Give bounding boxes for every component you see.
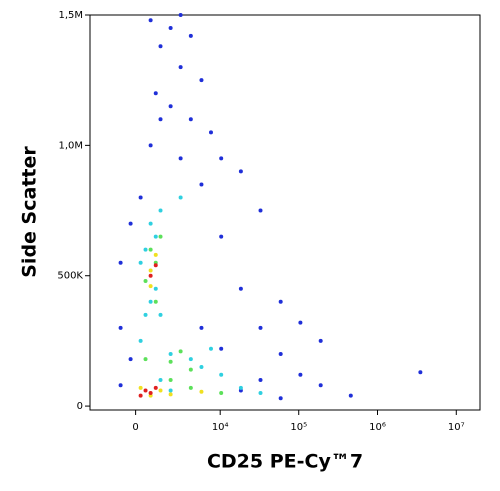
y-tick-label: 500K [57,271,83,282]
event-dot [219,346,224,351]
event-dot [238,385,243,390]
event-dot [143,247,148,252]
event-dot [258,378,263,383]
event-dot [118,325,123,330]
event-dot [153,286,158,291]
event-dot [143,312,148,317]
event-dot [178,349,183,354]
event-dot [153,91,158,96]
event-dot [208,130,213,135]
event-dot [219,156,224,161]
event-dot [168,378,173,383]
x-tick-label: 10⁶ [369,422,386,433]
event-dot [128,357,133,362]
event-dot [348,393,353,398]
event-dot [158,312,163,317]
event-dot [148,143,153,148]
event-dot [258,391,263,396]
event-dot [199,389,204,394]
event-dot [258,325,263,330]
event-dot [148,299,153,304]
event-dot [138,385,143,390]
event-dot [153,385,158,390]
event-dot [168,104,173,109]
event-dot [278,396,283,401]
event-dot [128,221,133,226]
event-dot [278,351,283,356]
event-dot [168,388,173,393]
event-dot [298,372,303,377]
event-dot [168,351,173,356]
event-dot [148,273,153,278]
event-dot [318,383,323,388]
event-dot [178,13,183,17]
x-tick-label: 0 [132,422,138,433]
event-dot [158,378,163,383]
y-tick-label: 1,0M [58,140,83,151]
event-dot [258,208,263,213]
event-dot [158,117,163,122]
x-tick-label: 10⁴ [212,422,229,433]
event-dot [278,299,283,304]
event-dot [199,364,204,369]
event-dot [219,391,224,396]
event-dot [158,234,163,239]
event-dot [148,391,153,396]
event-dot [208,346,213,351]
event-dot [143,278,148,283]
event-dot [219,234,224,239]
event-dot [178,156,183,161]
event-dot [178,65,183,70]
y-tick-label: 0 [77,401,83,412]
event-dot [199,182,204,187]
event-dot [298,320,303,325]
plot-frame [89,14,481,411]
event-dot [148,284,153,289]
event-dot [148,268,153,273]
event-dot [143,357,148,362]
event-dot [138,195,143,200]
event-dot [143,388,148,393]
event-dot [138,393,143,398]
event-dot [168,26,173,31]
event-dot [158,388,163,393]
event-dot [318,338,323,343]
event-dot [158,208,163,213]
y-tick-label: 1,5M [58,10,83,21]
event-dot [199,78,204,83]
x-tick-label: 10⁵ [290,422,307,433]
event-dot [118,260,123,265]
event-dot [138,260,143,265]
event-dot [188,367,193,372]
event-dot [153,252,158,257]
event-dot [219,372,224,377]
event-dot [168,392,173,397]
event-dot [188,117,193,122]
event-dot [138,338,143,343]
event-dot [148,247,153,252]
event-dot [168,359,173,364]
event-dot [153,234,158,239]
event-dot [148,221,153,226]
event-dot [238,286,243,291]
event-dot [153,263,158,268]
event-dot [148,18,153,23]
event-dot [158,44,163,49]
y-axis-title: Side Scatter [19,146,41,278]
x-axis-title: CD25 PE-Cy™7 [207,451,363,473]
event-dot [188,357,193,362]
event-dot [199,325,204,330]
event-dot [188,385,193,390]
event-dot [178,195,183,200]
x-tick-label: 10⁷ [448,422,465,433]
event-dot [418,370,423,375]
event-dot [188,33,193,38]
event-dot [153,299,158,304]
event-dot [118,383,123,388]
event-dot [238,169,243,174]
